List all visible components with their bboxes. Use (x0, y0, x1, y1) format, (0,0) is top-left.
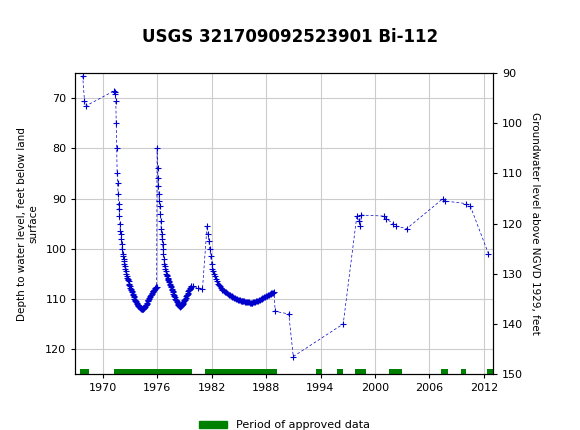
Bar (461, 369, 466, 374)
Legend: Period of approved data: Period of approved data (194, 416, 374, 430)
Text: USGS 321709092523901 Bi-112: USGS 321709092523901 Bi-112 (142, 28, 438, 46)
Bar (441, 369, 448, 374)
Bar (487, 369, 493, 374)
Y-axis label: Depth to water level, feet below land
surface: Depth to water level, feet below land su… (17, 127, 38, 320)
Bar (355, 369, 366, 374)
Bar (389, 369, 402, 374)
Text: ≋USGS: ≋USGS (6, 16, 72, 36)
Y-axis label: Groundwater level above NGVD 1929, feet: Groundwater level above NGVD 1929, feet (530, 112, 540, 335)
Bar (316, 369, 322, 374)
Bar (205, 369, 277, 374)
Bar (114, 369, 191, 374)
Bar (337, 369, 343, 374)
Bar (80, 369, 89, 374)
